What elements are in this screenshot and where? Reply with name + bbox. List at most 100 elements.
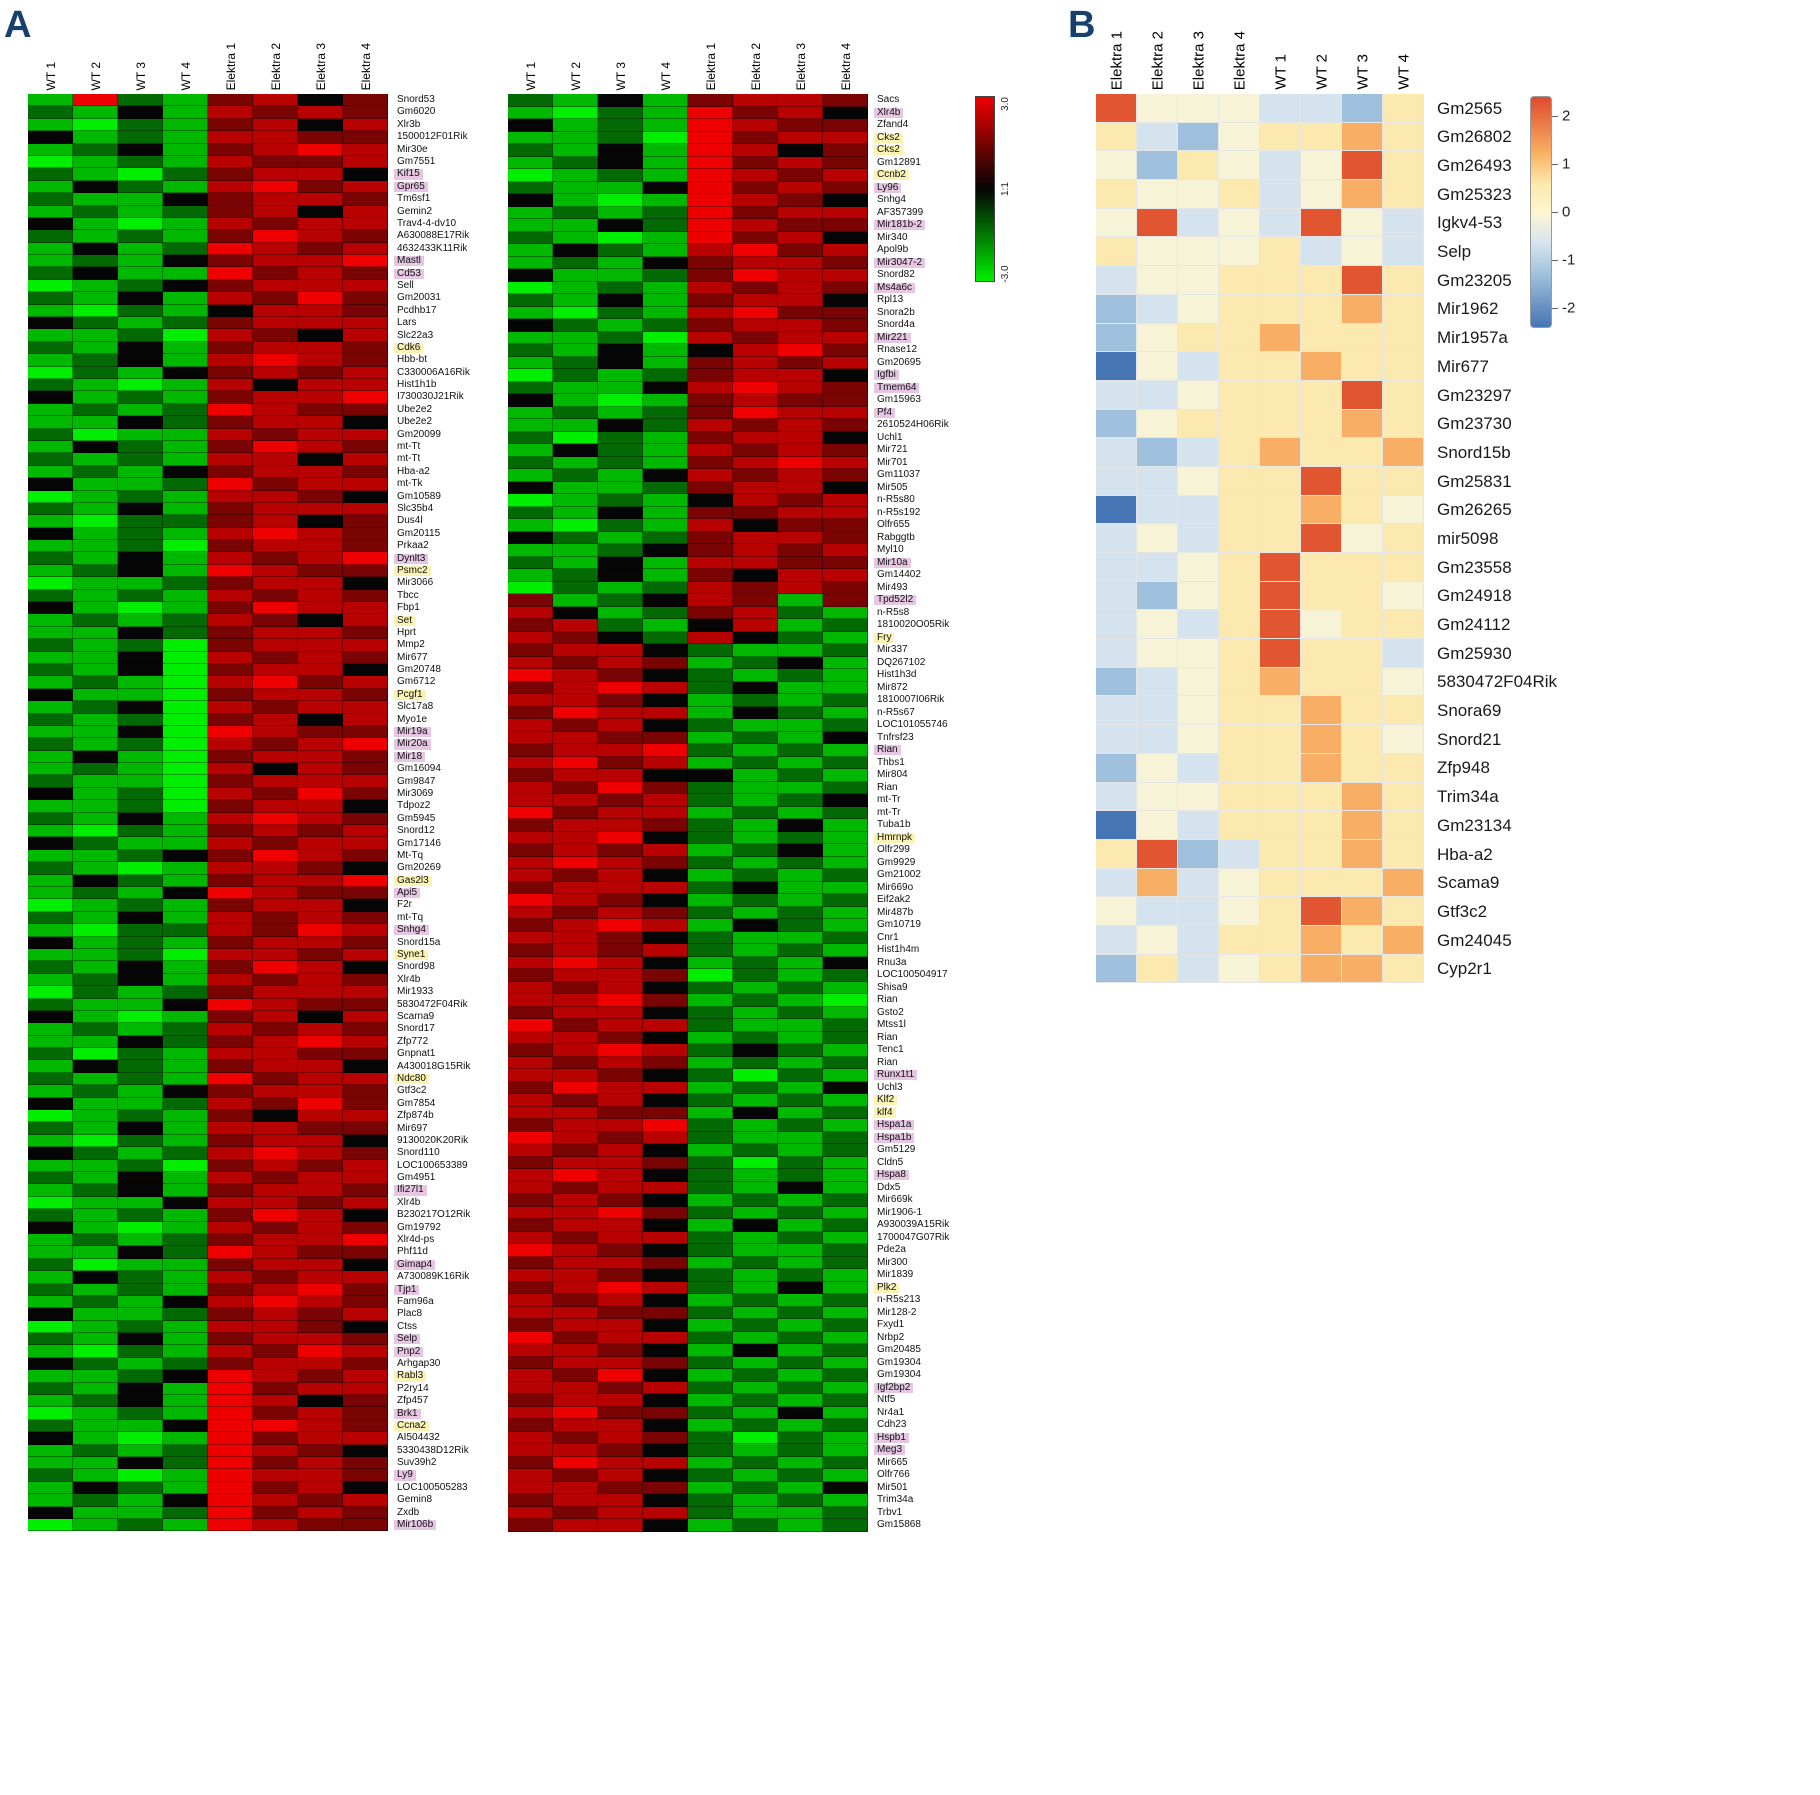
heatmap-cell	[28, 94, 73, 107]
heatmap-cell	[118, 366, 163, 379]
gene-label: n-R5s80	[868, 494, 1043, 507]
heatmap-cell	[208, 577, 253, 590]
heatmap-cell	[598, 569, 643, 582]
gene-label: Gm25323	[1424, 180, 1576, 209]
heatmap-cell	[1342, 725, 1383, 754]
heatmap-cell	[28, 428, 73, 441]
gene-label-text: Mir181b-2	[874, 219, 926, 231]
heatmap-cell	[688, 244, 733, 257]
heatmap-cell	[208, 1469, 253, 1482]
heatmap-cell	[1260, 495, 1301, 525]
gene-label: Hspa1a	[868, 1119, 1043, 1132]
heatmap-cell	[343, 1481, 388, 1495]
heatmap-cell	[28, 614, 73, 627]
heatmap-cell	[688, 669, 733, 682]
heatmap-cell	[553, 369, 598, 382]
heatmap-cell	[118, 1432, 163, 1445]
heatmap-cell	[1342, 495, 1383, 525]
heatmap-cell	[598, 1406, 643, 1419]
heatmap-cell	[553, 719, 598, 732]
heatmap-cell	[598, 1331, 643, 1344]
heatmap-cell	[163, 676, 208, 689]
gene-label-text: Mir487b	[877, 906, 914, 918]
heatmap-cell	[208, 94, 253, 107]
gene-label-text: Hmrnpk	[874, 832, 916, 843]
heatmap-cell	[823, 1394, 868, 1407]
heatmap-cell	[1260, 553, 1301, 582]
heatmap-cell	[1178, 897, 1219, 926]
gene-label: Myo1e	[388, 714, 563, 726]
heatmap-cell	[553, 894, 598, 907]
gene-label: Mir669k	[868, 1194, 1043, 1207]
heatmap-cell	[298, 1506, 343, 1519]
heatmap-cell	[643, 219, 688, 232]
heatmap-cell	[1301, 409, 1342, 439]
heatmap-cell	[778, 1206, 823, 1219]
gene-label: AF357399	[868, 207, 1043, 220]
heatmap-cell	[508, 494, 553, 507]
heatmap-cell	[553, 1331, 598, 1344]
gene-label-text: I730030J21Rik	[397, 391, 464, 403]
gene-label: 5830472F04Rik	[1424, 668, 1576, 697]
heatmap-cell	[118, 143, 163, 156]
gene-label-text: Hist1h4m	[877, 944, 920, 956]
heatmap-cell	[118, 713, 163, 726]
heatmap-cell	[688, 781, 733, 794]
heatmap-cell	[733, 744, 778, 757]
heatmap-cell	[508, 419, 553, 432]
heatmap-cell	[688, 931, 733, 944]
heatmap-cell	[688, 469, 733, 482]
gene-label-text: 9130020K20Rik	[397, 1134, 469, 1146]
heatmap-cell	[733, 431, 778, 444]
heatmap-cell	[208, 812, 253, 826]
gene-label-text: Klf2	[874, 1094, 898, 1106]
heatmap-cell	[28, 1518, 73, 1532]
heatmap-cell	[598, 1394, 643, 1407]
heatmap-cell	[208, 1110, 253, 1123]
heatmap-cell	[163, 378, 208, 392]
heatmap-cell	[688, 756, 733, 769]
heatmap-cell	[823, 1481, 868, 1494]
heatmap-cell	[553, 569, 598, 582]
heatmap-cell	[1219, 696, 1260, 726]
heatmap-cell	[253, 1023, 298, 1036]
gene-label: Mt-Tq	[388, 850, 563, 862]
gene-label-text: Mir804	[877, 769, 908, 781]
heatmap-cell	[73, 1506, 118, 1519]
heatmap-cell	[28, 750, 73, 764]
heatmap-cell	[253, 94, 298, 107]
heatmap-cell	[253, 1159, 298, 1172]
heatmap-cell	[553, 419, 598, 432]
heatmap-cell	[778, 581, 823, 594]
gene-label: Snora2b	[868, 307, 1043, 320]
heatmap-cell	[73, 317, 118, 330]
heatmap-cell	[28, 936, 73, 949]
gene-label-text: Gm5945	[397, 812, 436, 824]
gene-label: Gm24918	[1424, 582, 1576, 611]
heatmap-cell	[688, 331, 733, 344]
heatmap-cell	[778, 1031, 823, 1044]
heatmap-cell	[208, 490, 253, 503]
heatmap-cell	[508, 319, 553, 332]
heatmap-cell	[343, 1221, 388, 1234]
heatmap-cell	[733, 631, 778, 644]
heatmap-cell	[553, 1231, 598, 1244]
heatmap-cell	[1383, 323, 1424, 353]
heatmap-cell	[1178, 237, 1219, 267]
heatmap-cell	[163, 1072, 208, 1086]
heatmap-cell	[73, 626, 118, 640]
heatmap-cell	[823, 906, 868, 919]
heatmap-cell	[643, 1081, 688, 1094]
heatmap-cell	[733, 269, 778, 282]
heatmap-cell	[508, 1056, 553, 1069]
heatmap-cell	[823, 1119, 868, 1132]
heatmap-cell	[778, 931, 823, 944]
colorbar-tick-label: -2	[1562, 299, 1576, 317]
heatmap-cell	[688, 119, 733, 132]
heatmap-cell	[28, 267, 73, 280]
heatmap-cell	[688, 569, 733, 582]
heatmap-cell	[343, 1159, 388, 1172]
heatmap-cell	[643, 1506, 688, 1519]
heatmap-cell	[778, 1069, 823, 1082]
heatmap-cell	[298, 1010, 343, 1024]
